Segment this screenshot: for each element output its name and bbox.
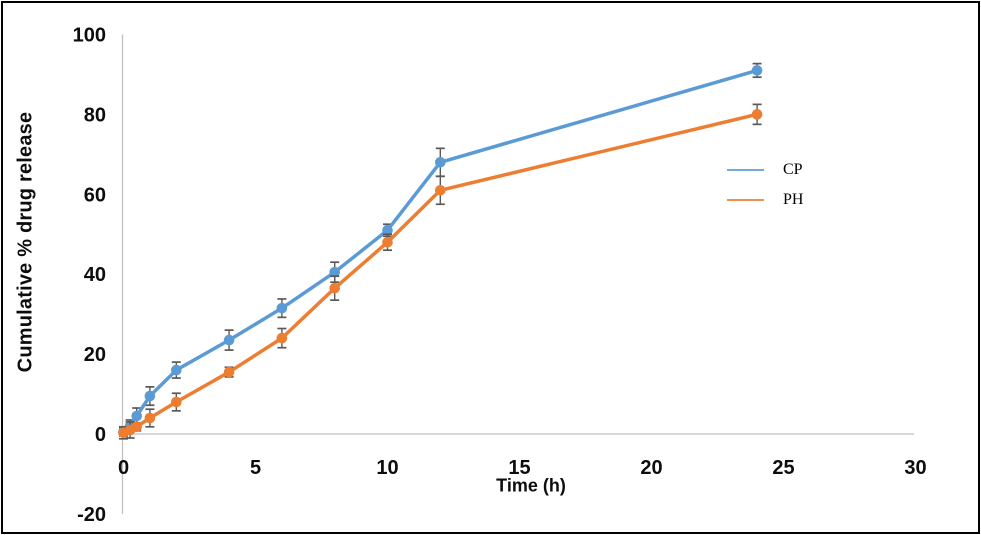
legend: CP PH xyxy=(727,155,803,215)
ph-marker xyxy=(171,396,182,408)
ph-marker xyxy=(144,412,156,424)
x-tick-label: 0 xyxy=(118,457,129,479)
y-tick-label: 20 xyxy=(84,344,106,366)
cp-marker xyxy=(382,224,393,236)
legend-item-ph: PH xyxy=(727,185,803,215)
ph-marker xyxy=(382,236,393,248)
cp-marker xyxy=(751,65,763,76)
y-tick-label: 40 xyxy=(84,264,106,286)
ph-marker xyxy=(276,332,288,344)
cp-legend-line xyxy=(727,169,764,171)
y-tick-label: 100 xyxy=(73,24,106,46)
x-tick-label: 20 xyxy=(640,457,662,479)
x-axis-title: Time (h) xyxy=(496,475,566,496)
cp-marker xyxy=(171,364,182,376)
ph-marker xyxy=(131,421,142,433)
cp-marker xyxy=(329,266,341,278)
y-tick-label: -20 xyxy=(77,504,106,526)
legend-item-cp: CP xyxy=(727,155,803,185)
x-tick-label: 5 xyxy=(250,457,261,479)
x-tick-label: 10 xyxy=(376,457,398,479)
x-tick-label: 30 xyxy=(904,457,926,479)
cp-marker xyxy=(276,302,288,314)
cp-marker xyxy=(435,157,446,168)
cp-marker xyxy=(131,410,142,422)
cp-marker xyxy=(223,334,235,346)
ph-marker xyxy=(329,282,341,294)
y-tick-label: 0 xyxy=(95,424,106,446)
cp-legend-label: CP xyxy=(783,161,803,178)
ph-legend-line xyxy=(727,199,764,201)
x-tick-label: 25 xyxy=(772,457,794,479)
y-tick-label: 80 xyxy=(84,104,106,126)
ph-marker xyxy=(435,184,446,196)
series-ph xyxy=(118,103,763,440)
ph-marker xyxy=(751,109,763,120)
cp-marker xyxy=(144,390,156,402)
x-tick-label: 15 xyxy=(508,457,530,479)
y-axis-title: Cumulative % drug release xyxy=(14,111,37,373)
ph-legend-label: PH xyxy=(783,191,804,208)
y-tick-label: 60 xyxy=(84,184,106,206)
ph-marker xyxy=(223,366,235,378)
